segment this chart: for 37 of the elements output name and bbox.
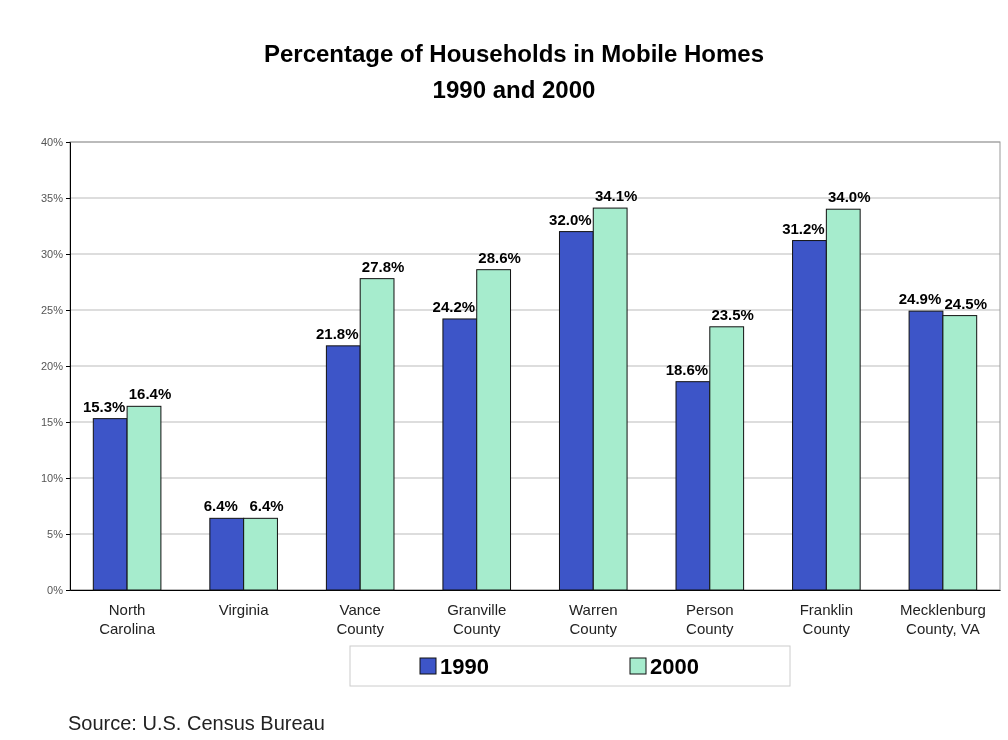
x-tick-label: Vance County: [336, 600, 385, 638]
y-tick-label: 5%: [47, 528, 64, 541]
x-tick-label: Mecklenburg County, VA: [899, 600, 986, 638]
data-label: 15.3%: [82, 397, 126, 415]
data-label: 24.9%: [898, 290, 942, 308]
data-label: 28.6%: [478, 248, 521, 266]
data-label: 31.2%: [782, 219, 825, 237]
data-label: 27.8%: [361, 257, 405, 275]
x-tick-label: Person County: [686, 600, 735, 638]
y-tick-label: 15%: [40, 416, 64, 429]
data-label: 34.0%: [827, 188, 871, 206]
y-tick-label: 40%: [40, 136, 64, 149]
data-label: 18.6%: [665, 360, 709, 378]
y-tick-label: 35%: [40, 192, 64, 205]
y-tick-label: 0%: [47, 584, 64, 597]
data-label: 24.2%: [432, 297, 476, 315]
x-tick-label: Franklin County: [799, 600, 854, 638]
source-note: Source: U.S. Census Bureau: [68, 712, 325, 734]
y-tick-label: 20%: [40, 360, 64, 373]
data-label: 23.5%: [711, 305, 754, 323]
chart-title: Percentage of Households in Mobile Homes 1990 and 2000: [263, 40, 765, 103]
x-tick-label: North Carolina: [99, 600, 156, 638]
data-label: 6.4%: [203, 497, 238, 515]
y-tick-label: 10%: [40, 472, 64, 485]
data-label: 32.0%: [549, 210, 592, 228]
data-label: 21.8%: [316, 324, 359, 342]
data-label: 16.4%: [128, 385, 172, 403]
x-tick-label: Virginia: [218, 600, 270, 618]
legend-label: 1990: [440, 654, 489, 679]
x-tick-label: Granville County: [447, 600, 507, 638]
x-tick-label: Warren County: [568, 600, 618, 638]
y-tick-label: 25%: [40, 304, 64, 317]
data-label: 34.1%: [594, 187, 638, 205]
data-label: 6.4%: [249, 497, 284, 515]
data-label: 24.5%: [944, 294, 988, 312]
y-tick-label: 30%: [40, 248, 64, 261]
legend-label: 2000: [650, 654, 699, 679]
